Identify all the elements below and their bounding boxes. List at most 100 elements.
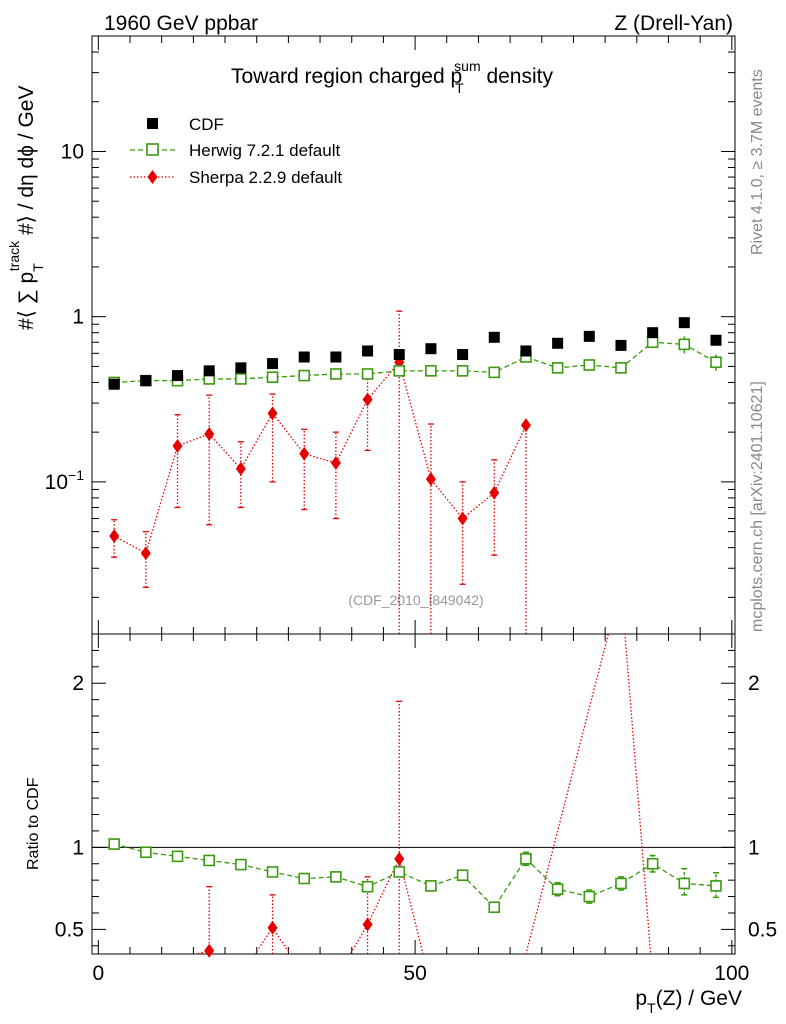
herwig-ratio-point <box>710 880 722 892</box>
herwig-main-point <box>456 365 469 377</box>
ratio-y-tick-label-left: 0.5 <box>55 918 84 941</box>
herwig-ratio-point <box>520 853 532 865</box>
herwig-main-point <box>235 373 247 385</box>
ratio-y-axis-label: Ratio to CDF <box>25 777 42 870</box>
herwig-main-point <box>583 359 596 371</box>
herwig-ratio-point <box>615 877 627 890</box>
main-title-pre: Toward region charged p <box>231 65 462 88</box>
ratio-y-tick-label-left: 1 <box>72 836 84 859</box>
legend-herwig-marker <box>146 143 159 156</box>
herwig-ratio-point <box>488 901 501 914</box>
cdf-point <box>425 343 437 355</box>
cdf-point <box>235 362 247 374</box>
herwig-main-point <box>361 368 374 380</box>
x-tick-label: 0 <box>92 962 104 985</box>
sherpa-main-point <box>109 529 120 544</box>
sherpa-series-ratio <box>193 634 652 958</box>
sherpa-ratio-point <box>362 917 373 932</box>
herwig-ratio-point <box>235 858 247 871</box>
herwig-main-point <box>710 356 722 369</box>
herwig-ratio-point <box>361 880 374 893</box>
herwig-ratio-line <box>114 843 717 909</box>
sherpa-main-line <box>113 360 527 555</box>
y-tick-label: 10−1 <box>45 467 85 494</box>
herwig-series-main <box>108 336 722 389</box>
cdf-point <box>298 351 310 363</box>
main-y-ticks: 10−1 1 10 <box>45 35 735 598</box>
herwig-ratio-point <box>425 880 437 892</box>
ratio-panel: 0.5 0.5 1 1 2 2 0 50 100 <box>55 633 777 985</box>
header-right: Z (Drell-Yan) <box>614 12 733 35</box>
cdf-point <box>362 345 374 357</box>
herwig-main-point <box>678 338 691 351</box>
cdf-point <box>393 349 405 361</box>
cdf-point <box>615 339 627 351</box>
herwig-main-point <box>266 371 279 384</box>
sherpa-series-main <box>109 310 531 634</box>
sherpa-ratio-line <box>193 634 652 954</box>
sherpa-main-point <box>204 426 215 441</box>
header-left: 1960 GeV ppbar <box>104 12 258 35</box>
sherpa-main-point <box>520 418 531 433</box>
mcplots-label: mcplots.cern.ch [arXiv:2401.10621] <box>749 381 766 632</box>
ratio-y-tick-label-right: 1 <box>748 836 760 859</box>
cdf-point <box>457 349 469 361</box>
herwig-main-point <box>488 366 501 379</box>
main-x-ticks <box>97 36 733 634</box>
legend-cdf-marker <box>147 118 158 129</box>
y-label-sup: track <box>6 240 22 271</box>
ratio-y-tick-label-right: 2 <box>748 672 760 695</box>
sherpa-main-point <box>235 461 246 476</box>
cdf-point <box>647 327 659 339</box>
herwig-ratio-point <box>646 857 659 870</box>
x-tick-label: 50 <box>403 962 426 985</box>
cdf-point <box>710 334 722 346</box>
herwig-main-point <box>425 365 437 377</box>
main-title-sup: sum <box>454 58 480 74</box>
herwig-ratio-point <box>298 872 311 885</box>
cdf-point <box>678 317 690 329</box>
sherpa-main-point <box>267 406 278 421</box>
cdf-point <box>172 370 184 382</box>
cdf-point <box>488 331 500 343</box>
cdf-point <box>108 378 120 390</box>
cdf-point <box>520 345 532 357</box>
legend: CDF Herwig 7.2.1 default Sherpa 2.2.9 de… <box>130 115 342 187</box>
cdf-point <box>203 365 215 377</box>
herwig-ratio-point <box>678 877 691 890</box>
herwig-ratio-point <box>108 838 120 850</box>
cdf-series-main <box>108 317 722 390</box>
y-tick-label: 1 <box>72 306 84 329</box>
sherpa-main-point <box>330 456 341 471</box>
cdf-point <box>140 375 152 387</box>
x-label-a: p <box>635 987 647 1010</box>
sherpa-main-point <box>457 511 468 526</box>
herwig-ratio-point <box>171 850 184 863</box>
legend-sherpa-marker <box>147 170 158 184</box>
cdf-point <box>552 337 564 349</box>
sherpa-main-point <box>140 546 151 561</box>
y-axis-label-main: #⟨ ∑ pTtrack #⟩ / dη dϕ / GeV <box>6 86 46 330</box>
x-label-b: (Z) / GeV <box>656 987 742 1010</box>
sherpa-main-point <box>299 446 310 461</box>
main-panel: 10−1 1 10 <box>45 35 736 635</box>
herwig-series-ratio <box>108 838 722 914</box>
cdf-point <box>330 351 342 363</box>
main-title-post: density <box>481 65 554 88</box>
herwig-ratio-point <box>551 883 564 895</box>
sherpa-ratio-point <box>204 943 215 958</box>
x-tick-label: 100 <box>714 962 749 985</box>
y-label-b: #⟩ / dη dϕ / GeV <box>15 86 38 241</box>
main-title: Toward region charged pTsum density <box>231 58 553 96</box>
herwig-main-point <box>298 369 311 382</box>
herwig-main-point <box>615 362 627 374</box>
ratio-panel-frame <box>91 633 736 955</box>
ratio-y-tick-label-right: 0.5 <box>748 918 777 941</box>
sherpa-main-point <box>489 485 500 500</box>
y-label-a: #⟨ ∑ p <box>15 272 38 330</box>
herwig-ratio-point <box>140 846 152 859</box>
herwig-main-point <box>330 368 342 380</box>
ratio-y-ticks: 0.5 0.5 1 1 2 2 <box>55 649 777 947</box>
herwig-ratio-point <box>203 854 215 867</box>
